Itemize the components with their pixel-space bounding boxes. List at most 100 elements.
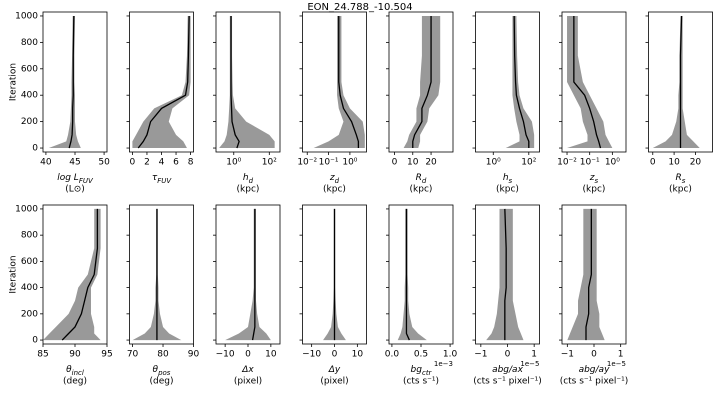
x-tick-label: 10⁰ [486,158,501,168]
x-label-symbol: h [503,173,509,183]
x-tick-label: 0 [392,158,398,168]
x-label-symbol: θ [153,365,159,375]
x-tick-label: 85 [37,350,48,360]
x-tick-label: 2 [144,158,150,168]
x-tick-label: 6 [173,158,179,168]
x-axis-label: log LFUV [57,173,94,186]
x-tick-label: −10 [302,350,321,360]
x-label-symbol: R [416,173,422,183]
y-tick-label: 800 [21,38,38,48]
x-tick-label: 10⁻¹ [580,158,600,168]
x-axis-unit: (deg) [63,377,87,387]
x-axis-label: bgctr [411,365,433,378]
x-axis-unit: (L⊙) [65,185,85,195]
x-tick-label: 10⁰ [342,158,357,168]
x-tick-label: 80 [157,350,169,360]
x-axis-label: Rd [416,173,427,186]
trace-line [513,15,530,149]
axes-frame [302,11,367,153]
x-label-symbol: R [676,173,682,183]
x-label-symbol: Δx [241,365,254,375]
walker-spread [486,208,524,341]
x-label-symbol: abg/ay [579,365,610,375]
x-label-subscript: d [335,177,340,185]
panel: 10⁰ 10² hs(kpc) [472,11,540,195]
trace-line [573,15,602,149]
y-tick-label: 1000 [15,204,38,214]
panel: −1 0 1 abg/ax (cts s⁻¹ pixel⁻¹) 1e−5 [472,204,542,387]
x-tick-label: 40 [40,158,52,168]
x-axis-label: abg/ax [492,365,523,375]
axes-frame [215,11,281,153]
x-label-subscript: s [682,177,686,185]
walker-spread [567,208,605,341]
x-tick-label: 10 [352,350,364,360]
y-tick-label: 400 [21,91,38,101]
trace-line [230,15,240,149]
x-axis-label: abg/ay [579,365,610,375]
trace-line [137,15,190,149]
x-tick-label: −1 [474,350,487,360]
x-axis-unit: (cts s⁻¹ pixel⁻¹) [473,377,542,387]
x-label-symbol: h [243,173,249,183]
x-axis-label: θincl [66,365,84,378]
walker-spread [397,208,427,341]
x-tick-label: 20 [425,158,437,168]
trace-line [585,208,592,341]
x-axis-label: Δy [328,365,341,375]
x-tick-label: 0 [505,350,511,360]
y-tick-label: 200 [21,117,38,127]
panel: −10 0 10 Δx (pixel) [213,204,281,387]
x-tick-label: 0 [332,350,338,360]
x-label-subscript: FUV [79,177,94,185]
x-axis-unit: (deg) [150,377,174,387]
x-tick-label: 10² [521,158,536,168]
x-tick-label: 10² [262,158,277,168]
x-tick-label: 8 [188,158,194,168]
x-label-symbol: θ [66,365,72,375]
x-label-subscript: s [509,177,513,185]
x-tick-label: 10⁻² [297,158,317,168]
panel: −10 0 10 Δy (pixel) [299,204,367,387]
trace-line [504,208,507,341]
x-tick-label: 1 [531,350,537,360]
x-label-subscript: pos [157,369,171,377]
panel: 10⁻² 10⁻¹ 10⁰ zs(kpc) [557,11,627,195]
panel: 70 80 90 θpos(deg) [126,204,200,387]
x-label-symbol: z [589,173,595,183]
trace-line [61,208,99,341]
y-tick-label: 600 [21,257,38,267]
x-tick-label: 0 [650,158,656,168]
x-offset-label: 1e−3 [434,360,453,368]
x-tick-label: 1.0 [443,350,458,360]
x-label-symbol: τ [152,173,158,183]
trace-line [251,208,256,341]
y-tick-label: 0 [32,144,38,154]
x-label-subscript: FUV [157,177,172,185]
x-tick-label: 10⁰ [226,158,241,168]
x-axis-label: hd [243,173,254,186]
x-axis-unit: (kpc) [410,185,433,195]
y-tick-label: 800 [21,231,38,241]
y-tick-label: 600 [21,64,38,74]
x-tick-label: 10⁻² [557,158,577,168]
trace-line [412,15,432,149]
x-tick-label: 90 [188,350,200,360]
panel: 40 45 50 0 200 400 600 800 1000 Iteration log LFUV… [9,11,111,194]
panel: 0 2 4 6 8 τFUV [126,11,194,185]
walker-spread [652,15,700,149]
x-tick-label: 10⁻¹ [319,158,339,168]
axes-frame [561,11,627,153]
x-tick-label: 0.0 [385,350,400,360]
trace-line [405,208,410,341]
y-tick-label: 200 [21,309,38,319]
x-axis-label: θpos [153,365,171,378]
x-axis-label: zs [589,173,599,186]
x-label-subscript: incl [72,369,84,377]
x-tick-label: 0 [130,158,136,168]
x-label-subscript: s [595,177,599,185]
trace-line [338,15,360,149]
